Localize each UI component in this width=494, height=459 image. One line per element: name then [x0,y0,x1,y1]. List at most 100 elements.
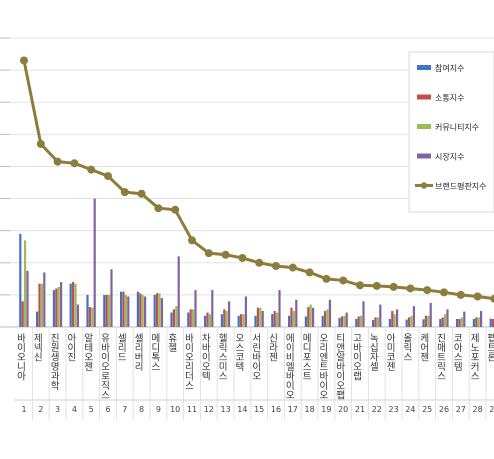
bar-1 [405,319,408,327]
legend-label: 커뮤니티지수 [435,122,479,132]
category-index: 17 [288,405,298,414]
bar-4 [328,299,331,327]
line-marker [288,263,297,272]
bar-3 [141,294,144,327]
line-marker [171,205,180,214]
legend-label: 브랜드평판지수 [435,181,487,191]
category-index: 19 [321,405,331,414]
category-label: 서린바이오 [250,333,261,381]
line-marker [70,159,79,168]
x-axis-labels: 바이오니아 1 제넥신 2 진원생명과학 3 아이진 4 알테오젠 5 유바이오로직스 6 셀리드 7 셀리… [14,327,494,420]
bar-1 [120,291,123,327]
category-label: 차바이오텍 [199,332,210,381]
bar-2 [357,316,360,327]
category-label: 올릭스 [401,333,412,362]
bar-3 [393,314,396,327]
bar-2 [340,316,343,327]
bar-4 [26,270,29,327]
bar-1 [153,294,156,327]
line-marker [221,250,230,259]
line-marker [305,268,314,277]
line-marker [120,188,129,197]
bar-3 [309,304,312,327]
bar-3 [410,315,413,327]
bar-1 [321,315,324,327]
bar-4 [362,301,365,327]
bar-4 [93,198,96,327]
category-index: 6 [105,405,110,414]
bar-1 [19,233,22,327]
bar-4 [295,299,298,327]
bar-3 [360,315,363,327]
category-label: 메디톡스 [149,333,160,371]
bar-2 [458,318,461,327]
line-marker [406,284,415,293]
bar-4 [446,309,449,327]
line-marker [389,282,398,291]
bar-1 [489,318,492,327]
bar-2 [256,307,259,327]
bar-3 [259,307,262,327]
bar-3 [276,312,279,327]
category-index: 15 [254,405,264,414]
bar-2 [21,301,24,327]
line-marker [36,139,45,148]
bar-2 [223,309,226,327]
bar-1 [338,318,341,327]
category-label: 진매트릭스 [435,333,446,381]
category-index: 4 [72,405,77,414]
category-label: 펩트론 [485,333,494,362]
bar-1 [254,315,257,327]
bar-4 [43,272,46,327]
category-index: 14 [237,405,247,414]
legend-label: 참여지수 [435,63,464,73]
bar-1 [69,283,72,327]
category-label: 셀리드 [115,333,126,362]
bar-1 [52,290,55,327]
bar-2 [88,307,91,327]
line-marker [372,281,381,290]
category-index: 27 [456,405,466,414]
line-marker [423,286,432,295]
line-marker [456,290,465,299]
category-label: 메디포스트 [300,333,311,381]
category-index: 12 [204,405,214,414]
bar-4 [60,282,63,327]
category-index: 23 [389,405,399,414]
bar-1 [456,318,459,327]
bar-3 [343,315,346,327]
bar-4 [261,310,264,327]
category-label: 유바이오로직스 [99,333,110,400]
category-label: 셀리버리 [132,333,143,372]
bar-2 [408,317,411,327]
line-marker [188,236,196,245]
bar-3 [326,309,329,327]
legend-swatch [417,65,431,70]
line-marker [104,172,112,181]
bar-2 [374,317,377,327]
line-layer [20,56,494,303]
category-label: 녹십자셀 [367,333,378,371]
bar-3 [57,286,60,327]
category-index: 25 [422,405,432,414]
bar-1 [304,316,307,327]
category-index: 2 [38,405,43,414]
category-index: 9 [156,405,161,414]
bar-2 [206,312,209,327]
bar-3 [225,310,228,327]
category-index: 13 [221,405,231,414]
bar-4 [144,296,147,327]
category-index: 20 [338,405,348,414]
bar-2 [475,317,478,327]
line-marker [154,204,163,213]
bar-4 [396,309,399,327]
bar-4 [127,296,130,327]
bar-2 [72,282,75,327]
bar-4 [110,269,113,327]
bar-3 [376,317,379,327]
bar-2 [38,283,41,327]
legend-swatch [417,94,431,100]
category-label: 코아스템 [451,333,462,371]
